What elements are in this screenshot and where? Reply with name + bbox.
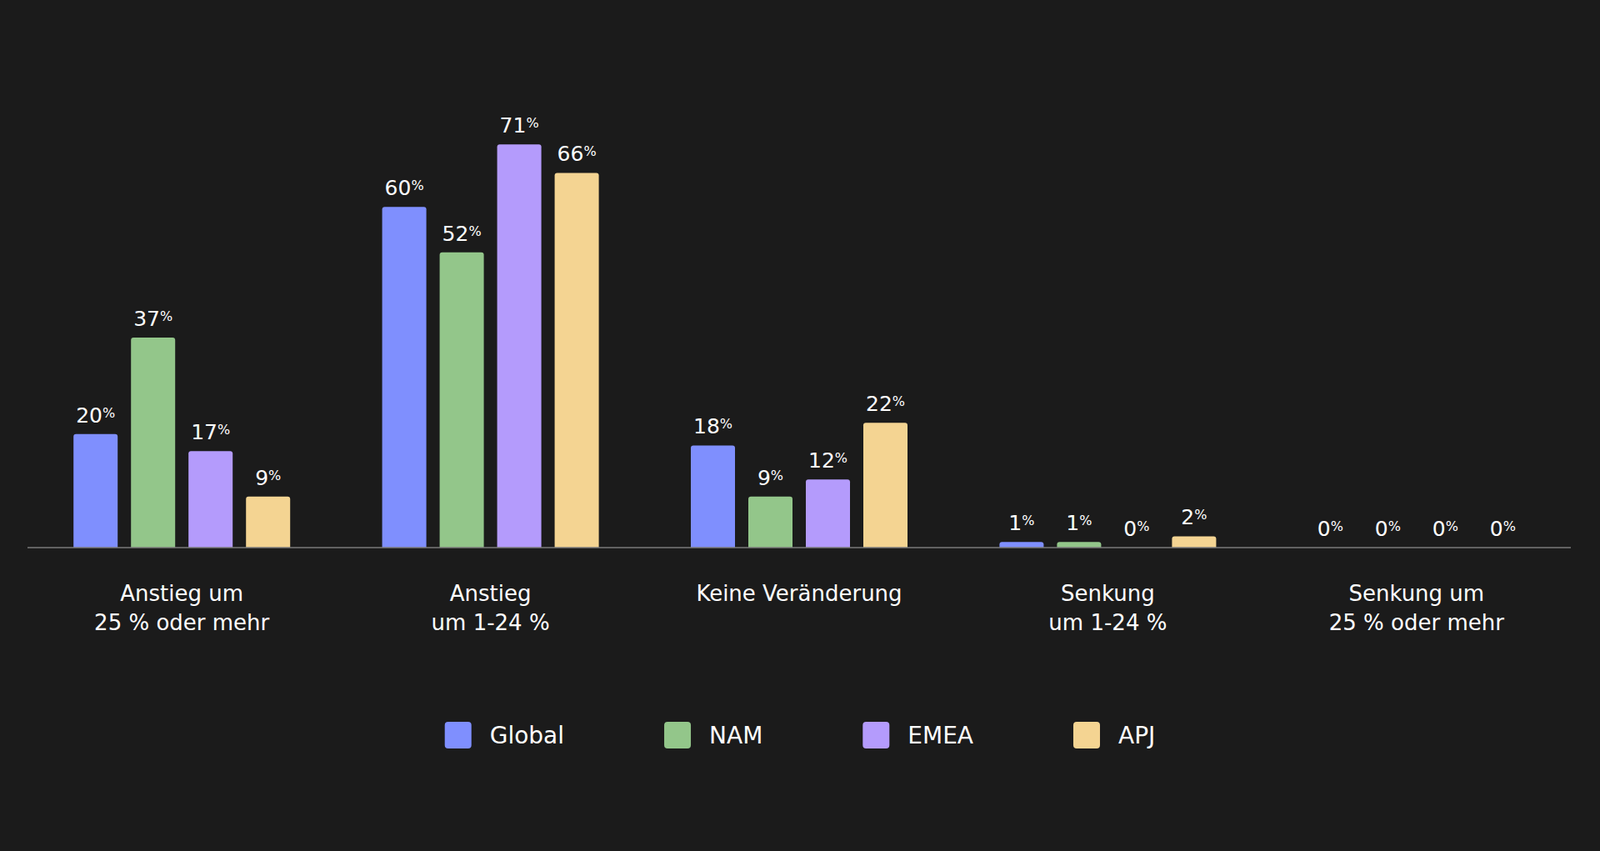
category-label: Anstiegum 1-24 % bbox=[431, 580, 550, 635]
data-label: 22% bbox=[865, 391, 905, 416]
data-labels: 20% 37% 17% 9% 60% 52% 71% 66% 18% 9% 12% 22% 1% 1% 0%… bbox=[75, 113, 1516, 541]
category-label: Senkungum 1-24 % bbox=[1048, 580, 1167, 635]
data-label: 2% bbox=[1180, 505, 1207, 530]
bar bbox=[555, 172, 600, 548]
bar bbox=[690, 445, 735, 548]
bar bbox=[188, 450, 233, 548]
data-label: 52% bbox=[442, 221, 482, 246]
bar bbox=[73, 434, 118, 548]
legend: Global NAM EMEA APJ bbox=[445, 721, 1156, 750]
data-label: 0% bbox=[1123, 516, 1150, 541]
bar bbox=[1171, 535, 1216, 548]
bar bbox=[1056, 541, 1101, 548]
legend-label: NAM bbox=[709, 721, 763, 750]
bar bbox=[440, 252, 485, 548]
data-label: 17% bbox=[190, 420, 230, 445]
data-label: 66% bbox=[557, 141, 597, 166]
bars bbox=[73, 144, 1525, 548]
data-label: 0% bbox=[1317, 516, 1344, 541]
data-label: 1% bbox=[1008, 510, 1035, 535]
legend-label: APJ bbox=[1118, 721, 1155, 750]
data-label: 12% bbox=[808, 448, 848, 473]
bar bbox=[497, 144, 542, 548]
category-label: Anstieg um25 % oder mehr bbox=[94, 580, 270, 635]
data-label: 1% bbox=[1065, 510, 1092, 535]
legend-label: EMEA bbox=[907, 721, 974, 750]
legend-swatch bbox=[862, 721, 890, 749]
data-label: 20% bbox=[75, 403, 115, 428]
bar bbox=[382, 206, 427, 548]
data-label: 0% bbox=[1490, 516, 1516, 541]
bar bbox=[805, 479, 850, 548]
bar bbox=[245, 496, 290, 548]
background bbox=[0, 0, 1600, 851]
legend-swatch bbox=[1073, 721, 1100, 749]
data-label: 9% bbox=[255, 465, 281, 490]
category-label: Senkung um25 % oder mehr bbox=[1329, 580, 1505, 635]
bar bbox=[863, 422, 908, 548]
data-label: 0% bbox=[1375, 516, 1401, 541]
data-label: 0% bbox=[1432, 516, 1459, 541]
bar bbox=[748, 496, 793, 548]
data-label: 18% bbox=[693, 414, 733, 439]
legend-swatch bbox=[445, 721, 472, 749]
data-label: 60% bbox=[385, 175, 425, 200]
legend-swatch bbox=[664, 721, 691, 749]
bar bbox=[130, 337, 175, 548]
x-axis-line bbox=[27, 546, 1571, 549]
bar bbox=[999, 541, 1044, 548]
data-label: 71% bbox=[500, 113, 540, 138]
legend-label: Global bbox=[490, 721, 565, 750]
data-label: 9% bbox=[757, 465, 784, 490]
data-label: 37% bbox=[133, 306, 173, 331]
category-label: Keine Veränderung bbox=[695, 580, 902, 606]
